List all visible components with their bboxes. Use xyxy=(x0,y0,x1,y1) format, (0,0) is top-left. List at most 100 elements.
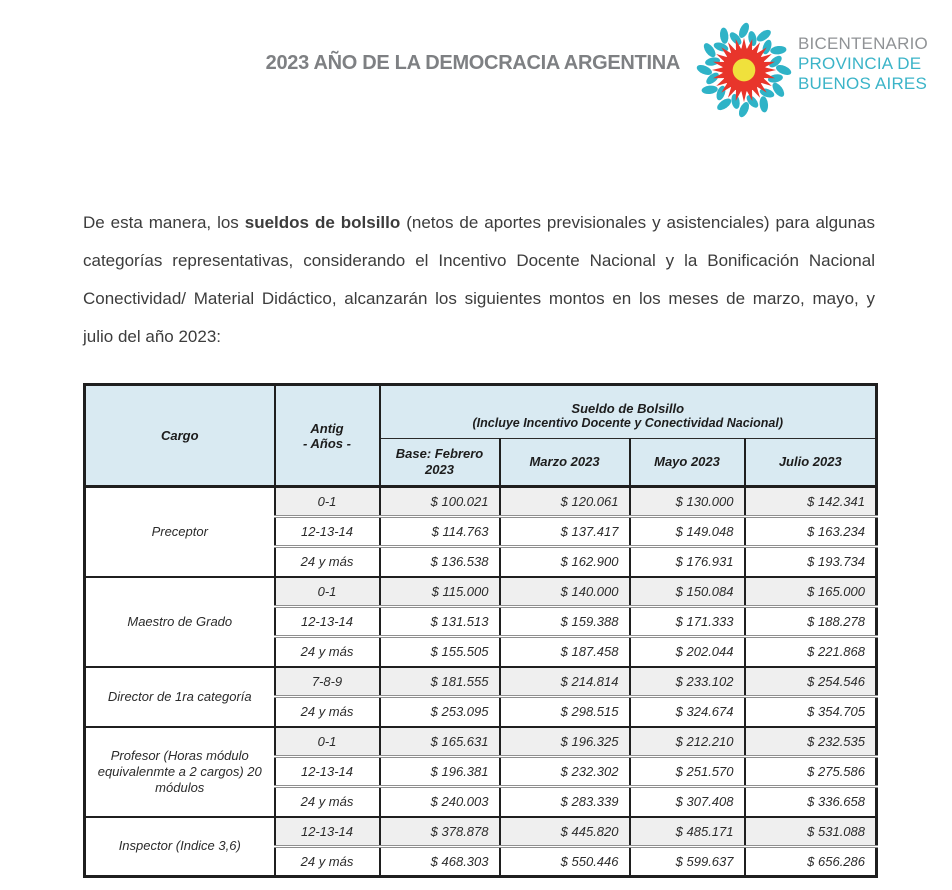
value-cell: $ 115.000 xyxy=(378,575,500,607)
antig-cell: 24 y más xyxy=(273,695,380,727)
value-cell: $ 298.515 xyxy=(498,695,630,727)
table-row: Preceptor 0-1 $ 100.021 $ 120.061 $ 130.… xyxy=(83,485,877,577)
value-cell: $ 165.000 xyxy=(743,575,877,607)
antig-cell: 0-1 xyxy=(273,725,380,757)
cargo-cell: Preceptor xyxy=(83,485,275,577)
value-cell: $ 136.538 xyxy=(378,545,500,577)
value-cell: $ 253.095 xyxy=(378,695,500,727)
table-row: 12-13-14 $ 131.513 $ 159.388 $ 171.333 $… xyxy=(85,605,877,637)
logo-text-buenos-aires: BUENOS AIRES xyxy=(798,74,927,93)
value-cell: $ 149.048 xyxy=(628,515,745,547)
value-cell: $ 599.637 xyxy=(628,845,745,877)
antig-cell: 12-13-14 xyxy=(273,755,380,787)
value-cell: $ 232.302 xyxy=(498,755,630,787)
value-cell: $ 188.278 xyxy=(743,605,877,637)
value-cell: $ 187.458 xyxy=(498,635,630,667)
antig-label-line2: - Años - xyxy=(303,435,351,451)
value-cell: $ 159.388 xyxy=(498,605,630,637)
value-cell: $ 176.931 xyxy=(628,545,745,577)
value-cell: $ 240.003 xyxy=(378,785,500,817)
value-cell: $ 100.021 xyxy=(378,485,500,517)
value-cell: $ 130.000 xyxy=(628,485,745,517)
col-header-sueldo-bolsillo: Sueldo de Bolsillo (Incluye Incentivo Do… xyxy=(378,384,877,439)
value-cell: $ 468.303 xyxy=(378,845,500,877)
bicentenario-flower-icon xyxy=(694,17,794,123)
cargo-cell: Director de 1ra categoría xyxy=(83,665,275,727)
value-cell: $ 307.408 xyxy=(628,785,745,817)
antig-cell: 12-13-14 xyxy=(273,605,380,637)
cargo-cell: Profesor (Horas módulo equivalenmte a 2 … xyxy=(83,725,275,817)
col-header-marzo: Marzo 2023 xyxy=(498,438,630,488)
antig-cell: 0-1 xyxy=(273,575,380,607)
antig-cell: 12-13-14 xyxy=(273,815,380,847)
value-cell: $ 171.333 xyxy=(628,605,745,637)
table-header-row: Cargo Antig - Años - Sueldo de Bolsillo … xyxy=(83,384,877,488)
value-cell: $ 131.513 xyxy=(378,605,500,637)
antig-label-line1: Antig xyxy=(310,420,344,436)
table-row: 24 y más $ 240.003 $ 283.339 $ 307.408 $… xyxy=(85,785,877,817)
logo-text-provincia: PROVINCIA DE xyxy=(798,54,922,73)
col-header-antiguedad: Antig - Años - xyxy=(273,384,380,488)
value-cell: $ 137.417 xyxy=(498,515,630,547)
value-cell: $ 254.546 xyxy=(743,665,877,697)
value-cell: $ 120.061 xyxy=(498,485,630,517)
sueldo-title: Sueldo de Bolsillo xyxy=(571,400,685,416)
table-subheader-row: Base: Febrero 2023 Marzo 2023 Mayo 2023 … xyxy=(85,438,877,488)
value-cell: $ 354.705 xyxy=(743,695,877,727)
table-row: 24 y más $ 155.505 $ 187.458 $ 202.044 $… xyxy=(85,635,877,667)
antig-cell: 24 y más xyxy=(273,635,380,667)
value-cell: $ 142.341 xyxy=(743,485,877,517)
value-cell: $ 336.658 xyxy=(743,785,877,817)
value-cell: $ 193.734 xyxy=(743,545,877,577)
value-cell: $ 283.339 xyxy=(498,785,630,817)
antig-cell: 24 y más xyxy=(273,545,380,577)
table-row: Maestro de Grado 0-1 $ 115.000 $ 140.000… xyxy=(83,575,877,667)
logo-wordmark: BICENTENARIO PROVINCIA DE BUENOS AIRES xyxy=(798,34,948,94)
value-cell: $ 196.325 xyxy=(498,725,630,757)
value-cell: $ 378.878 xyxy=(378,815,500,847)
value-cell: $ 150.084 xyxy=(628,575,745,607)
paragraph-line-4: julio del año 2023: xyxy=(83,327,222,346)
value-cell: $ 656.286 xyxy=(743,845,877,877)
document-header: 2023 AÑO DE LA DEMOCRACIA ARGENTINA xyxy=(0,0,952,128)
col-header-mayo: Mayo 2023 xyxy=(628,438,745,488)
value-cell: $ 275.586 xyxy=(743,755,877,787)
value-cell: $ 485.171 xyxy=(628,815,745,847)
value-cell: $ 221.868 xyxy=(743,635,877,667)
value-cell: $ 114.763 xyxy=(378,515,500,547)
logo-text-bicentenario: BICENTENARIO xyxy=(798,34,928,53)
salary-table-container: Cargo Antig - Años - Sueldo de Bolsillo … xyxy=(83,383,952,878)
col-header-julio: Julio 2023 xyxy=(743,438,877,488)
salary-table: Cargo Antig - Años - Sueldo de Bolsillo … xyxy=(83,383,878,878)
paragraph-text: (netos de aportes previsionales y asiste… xyxy=(400,213,875,232)
value-cell: $ 196.381 xyxy=(378,755,500,787)
value-cell: $ 550.446 xyxy=(498,845,630,877)
antig-cell: 24 y más xyxy=(273,785,380,817)
value-cell: $ 140.000 xyxy=(498,575,630,607)
value-cell: $ 181.555 xyxy=(378,665,500,697)
value-cell: $ 233.102 xyxy=(628,665,745,697)
table-row: 12-13-14 $ 114.763 $ 137.417 $ 149.048 $… xyxy=(85,515,877,547)
sueldo-subtitle: (Incluye Incentivo Docente y Conectivida… xyxy=(472,415,784,430)
col-header-base-febrero: Base: Febrero 2023 xyxy=(378,438,500,488)
value-cell: $ 212.210 xyxy=(628,725,745,757)
table-row: Profesor (Horas módulo equivalenmte a 2 … xyxy=(83,725,877,817)
value-cell: $ 445.820 xyxy=(498,815,630,847)
table-row: 12-13-14 $ 196.381 $ 232.302 $ 251.570 $… xyxy=(85,755,877,787)
intro-paragraph: De esta manera, los sueldos de bolsillo … xyxy=(83,204,875,356)
col-header-cargo: Cargo xyxy=(83,384,275,488)
table-row: 24 y más $ 468.303 $ 550.446 $ 599.637 $… xyxy=(85,845,877,877)
value-cell: $ 232.535 xyxy=(743,725,877,757)
paragraph-line-3: Conectividad/ Material Didáctico, alcanz… xyxy=(83,289,875,308)
antig-cell: 0-1 xyxy=(273,485,380,517)
antig-cell: 24 y más xyxy=(273,845,380,877)
table-row: Director de 1ra categoría 7-8-9 $ 181.55… xyxy=(83,665,877,727)
antig-cell: 7-8-9 xyxy=(273,665,380,697)
value-cell: $ 165.631 xyxy=(378,725,500,757)
value-cell: $ 531.088 xyxy=(743,815,877,847)
table-row: Inspector (Indice 3,6) 12-13-14 $ 378.87… xyxy=(83,815,877,877)
table-row: 24 y más $ 136.538 $ 162.900 $ 176.931 $… xyxy=(85,545,877,577)
value-cell: $ 155.505 xyxy=(378,635,500,667)
table-row: 24 y más $ 253.095 $ 298.515 $ 324.674 $… xyxy=(85,695,877,727)
value-cell: $ 251.570 xyxy=(628,755,745,787)
